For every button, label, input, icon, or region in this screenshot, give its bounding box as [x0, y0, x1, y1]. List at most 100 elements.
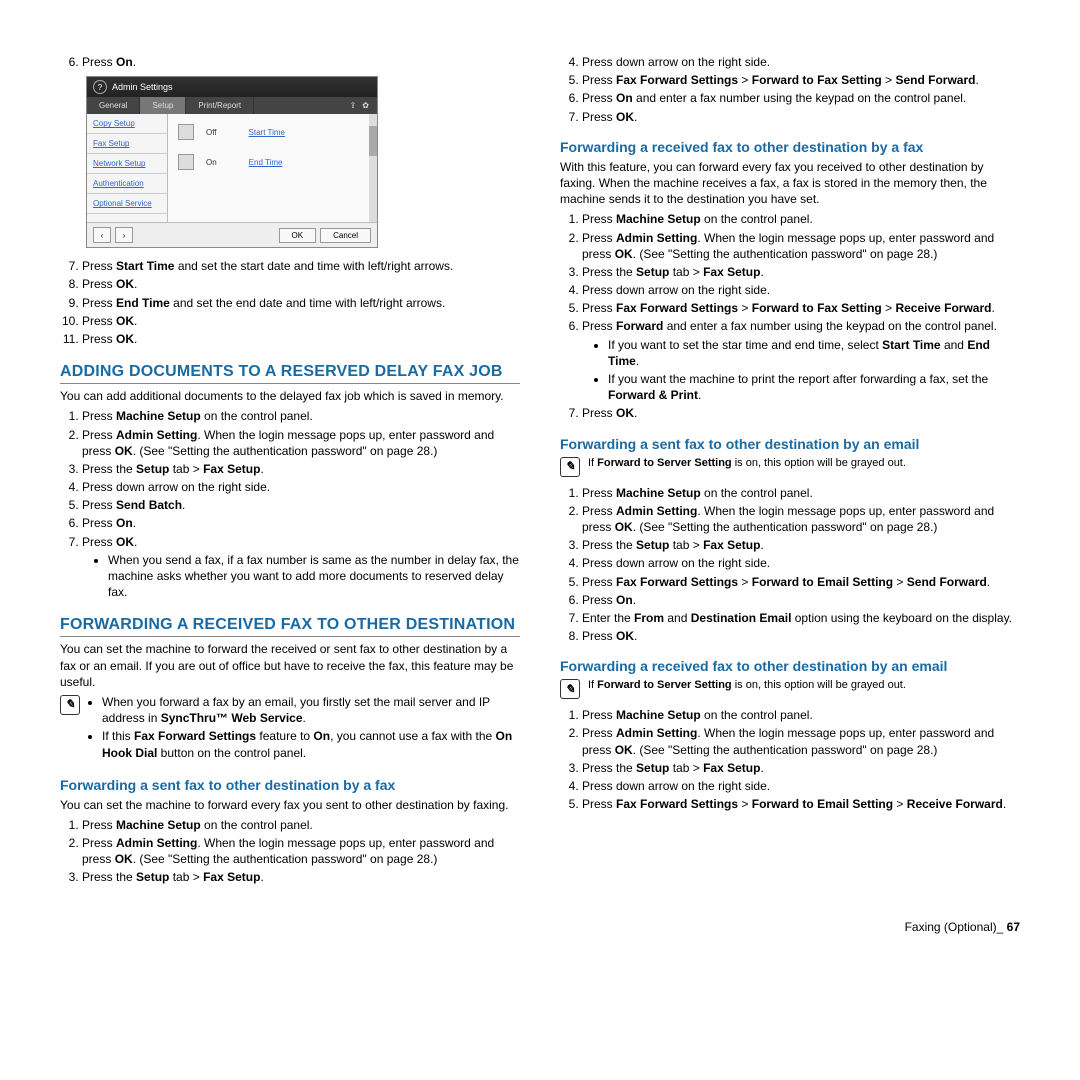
- b: On: [116, 516, 133, 530]
- ss-body: Copy Setup Fax Setup Network Setup Authe…: [87, 114, 377, 229]
- sub-forward-sent-email: Forwarding a sent fax to other destinati…: [560, 436, 1020, 452]
- t: >: [738, 797, 752, 811]
- ss-tab-print[interactable]: Print/Report: [186, 97, 254, 114]
- b: Fax Setup: [703, 265, 760, 279]
- bold: On: [116, 55, 133, 69]
- next-arrow-icon[interactable]: ›: [115, 227, 133, 243]
- t: on the control panel.: [201, 818, 313, 832]
- b: Setup: [136, 870, 169, 884]
- text: Press: [82, 55, 116, 69]
- b3: Press the Setup tab > Fax Setup.: [82, 869, 520, 885]
- ss-side-optional[interactable]: Optional Service: [87, 194, 167, 214]
- t: Press the: [582, 538, 636, 552]
- t: .: [134, 277, 137, 291]
- b: Machine Setup: [616, 708, 701, 722]
- ss-side-network[interactable]: Network Setup: [87, 154, 167, 174]
- d4: Press down arrow on the right side.: [582, 282, 1020, 298]
- ss-ok-button[interactable]: OK: [279, 228, 317, 243]
- f1: Press Machine Setup on the control panel…: [582, 707, 1020, 723]
- t: and set the start date and time with lef…: [174, 259, 453, 273]
- a4: Press down arrow on the right side.: [82, 479, 520, 495]
- d6: Press Forward and enter a fax number usi…: [582, 318, 1020, 403]
- ss-label-off: Off: [206, 128, 217, 137]
- d6-b2: If you want the machine to print the rep…: [608, 371, 1020, 403]
- b: From: [634, 611, 664, 625]
- f2: Press Admin Setting. When the login mess…: [582, 725, 1020, 757]
- t: Press: [582, 319, 616, 333]
- b: Forward to Fax Setting: [752, 73, 882, 87]
- e5: Press Fax Forward Settings > Forward to …: [582, 574, 1020, 590]
- t: Press: [82, 332, 116, 346]
- settings-icon[interactable]: ✿: [362, 101, 369, 110]
- prev-arrow-icon[interactable]: ‹: [93, 227, 111, 243]
- t: Press: [82, 314, 116, 328]
- b: OK: [616, 110, 634, 124]
- ss-checkbox[interactable]: [178, 154, 194, 170]
- b: Forward: [616, 319, 663, 333]
- t: Press: [82, 409, 116, 423]
- b: Forward & Print: [608, 388, 698, 402]
- t: .: [1003, 797, 1006, 811]
- e6: Press On.: [582, 592, 1020, 608]
- t: Press: [582, 231, 616, 245]
- f4: Press down arrow on the right side.: [582, 778, 1020, 794]
- b: Fax Setup: [203, 462, 260, 476]
- ss-scrollbar[interactable]: [369, 114, 377, 229]
- ss-cancel-button[interactable]: Cancel: [320, 228, 371, 243]
- t: on the control panel.: [201, 409, 313, 423]
- t: >: [893, 797, 907, 811]
- t: tab >: [669, 761, 703, 775]
- t: >: [882, 73, 896, 87]
- t: Press: [582, 726, 616, 740]
- ss-checkbox[interactable]: [178, 124, 194, 140]
- footer-sep: _: [997, 920, 1007, 934]
- b: Setup: [136, 462, 169, 476]
- t: .: [991, 301, 994, 315]
- ss-tab-setup[interactable]: Setup: [140, 97, 186, 114]
- b: Fax Forward Settings: [134, 729, 256, 743]
- step-10: Press OK.: [82, 313, 520, 329]
- t: Press the: [582, 265, 636, 279]
- b: Admin Setting: [116, 428, 197, 442]
- ss-start-time[interactable]: Start Time: [249, 128, 285, 137]
- b: SyncThru™ Web Service: [161, 711, 303, 725]
- d6-sublist: If you want to set the star time and end…: [582, 337, 1020, 404]
- ss-tab-general[interactable]: General: [87, 97, 140, 114]
- b: Receive Forward: [907, 797, 1003, 811]
- ss-side-fax[interactable]: Fax Setup: [87, 134, 167, 154]
- note-content: When you forward a fax by an email, you …: [88, 694, 520, 763]
- ss-title-text: Admin Settings: [112, 82, 173, 92]
- list-f: Press Machine Setup on the control panel…: [560, 707, 1020, 812]
- t: tab >: [169, 870, 203, 884]
- t: Press: [582, 212, 616, 226]
- b: Forward to Server Setting: [597, 679, 731, 691]
- t: If this: [102, 729, 134, 743]
- t: Press: [582, 110, 616, 124]
- t: .: [260, 462, 263, 476]
- a3: Press the Setup tab > Fax Setup.: [82, 461, 520, 477]
- t: and: [664, 611, 691, 625]
- b: Fax Forward Settings: [616, 301, 738, 315]
- intro-a: You can add additional documents to the …: [60, 388, 520, 404]
- b: Fax Setup: [703, 538, 760, 552]
- b: Fax Setup: [703, 761, 760, 775]
- ss-scroll-thumb[interactable]: [369, 126, 377, 156]
- export-icon[interactable]: ⇪: [350, 101, 357, 110]
- t: Press: [582, 797, 616, 811]
- note-box-e: ✎ If Forward to Server Setting is on, th…: [560, 456, 1020, 477]
- b: Start Time: [116, 259, 174, 273]
- ss-side-copy[interactable]: Copy Setup: [87, 114, 167, 134]
- b: Machine Setup: [116, 409, 201, 423]
- t: on the control panel.: [701, 212, 813, 226]
- d2: Press Admin Setting. When the login mess…: [582, 230, 1020, 262]
- e2: Press Admin Setting. When the login mess…: [582, 503, 1020, 535]
- note-icon: ✎: [60, 695, 80, 715]
- b: Fax Forward Settings: [616, 575, 738, 589]
- t: .: [134, 535, 137, 549]
- footer-page: 67: [1007, 920, 1020, 934]
- ss-side-auth[interactable]: Authentication: [87, 174, 167, 194]
- list-d: Press Machine Setup on the control panel…: [560, 211, 1020, 421]
- b: OK: [615, 520, 633, 534]
- ss-end-time[interactable]: End Time: [249, 158, 283, 167]
- b: End Time: [116, 296, 170, 310]
